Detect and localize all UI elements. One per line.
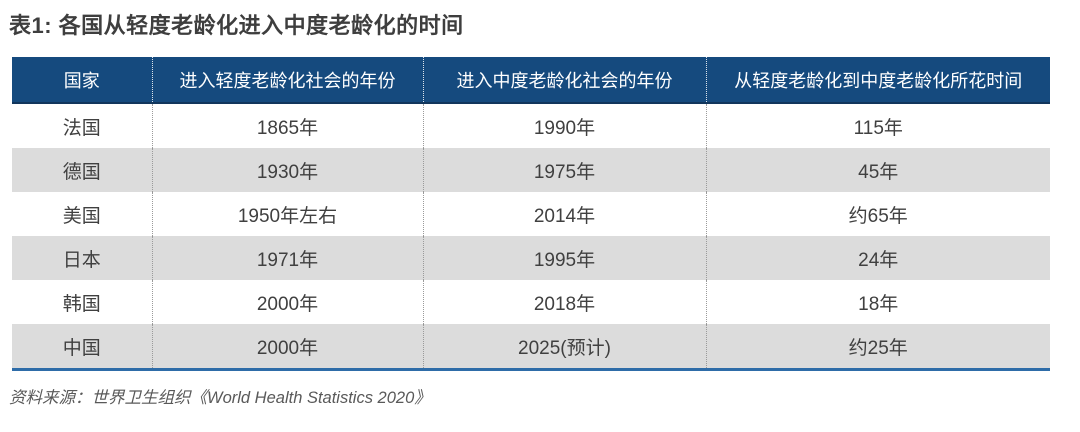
cell-moderate-year: 2025(预计) — [422, 324, 706, 370]
table-header-row: 国家 进入轻度老龄化社会的年份 进入中度老龄化社会的年份 从轻度老龄化到中度老龄… — [12, 57, 1050, 104]
cell-mild-year: 1930年 — [151, 148, 423, 192]
cell-country: 德国 — [12, 148, 152, 192]
table-row: 美国 1950年左右 2014年 约65年 — [12, 192, 1050, 236]
cell-transition-time: 18年 — [705, 280, 1050, 324]
cell-transition-time: 115年 — [705, 103, 1050, 148]
cell-country: 韩国 — [12, 280, 152, 324]
column-header-transition-time: 从轻度老龄化到中度老龄化所花时间 — [705, 57, 1050, 104]
cell-moderate-year: 1990年 — [422, 103, 706, 148]
cell-moderate-year: 1975年 — [422, 148, 706, 192]
cell-transition-time: 约25年 — [705, 324, 1050, 370]
cell-country: 中国 — [12, 324, 152, 370]
cell-country: 日本 — [12, 236, 152, 280]
cell-transition-time: 45年 — [705, 148, 1050, 192]
source-note: 资料来源：世界卫生组织《World Health Statistics 2020… — [9, 389, 431, 407]
cell-mild-year: 1865年 — [151, 103, 423, 148]
table-row: 中国 2000年 2025(预计) 约25年 — [12, 324, 1050, 370]
column-header-mild-aging-year: 进入轻度老龄化社会的年份 — [151, 57, 423, 104]
cell-mild-year: 2000年 — [151, 280, 423, 324]
cell-mild-year: 1950年左右 — [151, 192, 423, 236]
cell-moderate-year: 2018年 — [422, 280, 706, 324]
cell-transition-time: 约65年 — [705, 192, 1050, 236]
cell-mild-year: 2000年 — [151, 324, 423, 370]
column-header-moderate-aging-year: 进入中度老龄化社会的年份 — [422, 57, 706, 104]
table-row: 日本 1971年 1995年 24年 — [12, 236, 1050, 280]
table-title: 表1: 各国从轻度老龄化进入中度老龄化的时间 — [9, 13, 464, 38]
table-row: 韩国 2000年 2018年 18年 — [12, 280, 1050, 324]
cell-country: 美国 — [12, 192, 152, 236]
table-row: 德国 1930年 1975年 45年 — [12, 148, 1050, 192]
cell-transition-time: 24年 — [705, 236, 1050, 280]
cell-moderate-year: 1995年 — [422, 236, 706, 280]
aging-data-table: 国家 进入轻度老龄化社会的年份 进入中度老龄化社会的年份 从轻度老龄化到中度老龄… — [12, 57, 1050, 371]
column-header-country: 国家 — [12, 57, 152, 104]
cell-moderate-year: 2014年 — [422, 192, 706, 236]
table-row: 法国 1865年 1990年 115年 — [12, 103, 1050, 148]
cell-mild-year: 1971年 — [151, 236, 423, 280]
cell-country: 法国 — [12, 103, 152, 148]
